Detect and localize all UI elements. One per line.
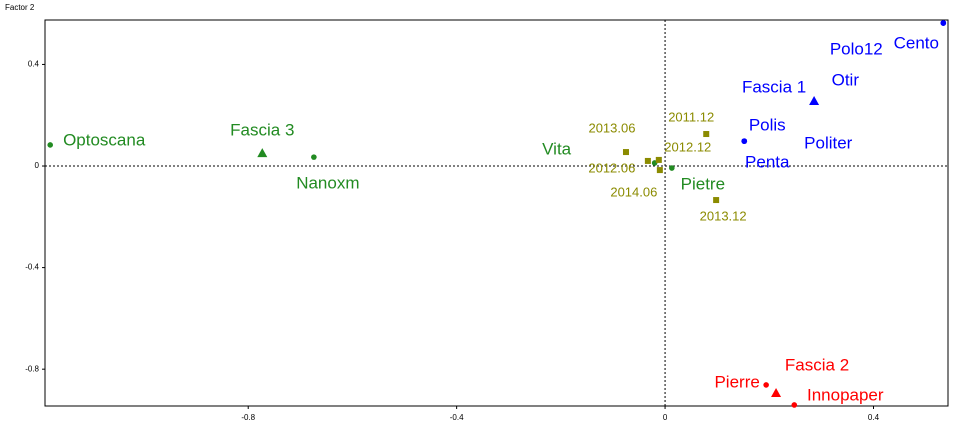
point bbox=[644, 157, 651, 164]
point bbox=[713, 197, 720, 204]
point bbox=[703, 131, 710, 138]
plot-frame bbox=[44, 19, 949, 407]
y-tick-label: 0.4 bbox=[28, 60, 40, 69]
point-label: 2013.06 bbox=[588, 120, 635, 135]
point-label: Pietre bbox=[681, 175, 725, 194]
point-label: Nanoxm bbox=[296, 174, 359, 193]
point-label: Fascia 1 bbox=[742, 77, 806, 96]
point-label: Pierre bbox=[714, 372, 759, 391]
x-tick-label: -0.8 bbox=[241, 413, 255, 422]
point-label: Cento bbox=[894, 34, 939, 53]
point-label: Innopaper bbox=[807, 385, 884, 404]
x-tick-label: 0.4 bbox=[868, 413, 880, 422]
point-label: Politer bbox=[804, 134, 853, 153]
point-label: Fascia 2 bbox=[785, 356, 849, 375]
point bbox=[669, 165, 675, 171]
point-label: Polis bbox=[749, 116, 786, 135]
point bbox=[622, 149, 629, 156]
point-label: 2011.12 bbox=[668, 109, 714, 124]
point bbox=[257, 148, 268, 158]
point-label: Fascia 3 bbox=[230, 121, 294, 140]
point bbox=[656, 167, 663, 174]
point-label: Penta bbox=[745, 153, 790, 172]
y-tick-label: -0.4 bbox=[25, 263, 39, 272]
x-tick-label: -0.4 bbox=[450, 413, 464, 422]
point-label: 2014.06 bbox=[610, 185, 657, 200]
x-tick-label: 0 bbox=[663, 413, 668, 422]
point bbox=[655, 156, 662, 163]
point bbox=[741, 138, 748, 144]
y-tick-label: -0.8 bbox=[25, 364, 39, 373]
point-label: 2012.06 bbox=[588, 160, 635, 175]
point bbox=[763, 382, 769, 388]
point bbox=[791, 402, 798, 408]
point bbox=[771, 388, 782, 398]
point-label: Polo12 bbox=[830, 40, 883, 59]
point bbox=[311, 154, 317, 160]
y-axis-title: Factor 2 bbox=[5, 3, 35, 12]
point-label: Otir bbox=[832, 71, 860, 90]
point-label: 2012.12 bbox=[664, 139, 711, 154]
point bbox=[809, 96, 820, 106]
point-label: Vita bbox=[542, 139, 572, 158]
point-label: 2013.12 bbox=[700, 208, 747, 223]
point bbox=[940, 20, 947, 26]
point bbox=[47, 142, 54, 148]
point-label: Optoscana bbox=[63, 130, 146, 149]
y-tick-label: 0 bbox=[35, 161, 40, 170]
